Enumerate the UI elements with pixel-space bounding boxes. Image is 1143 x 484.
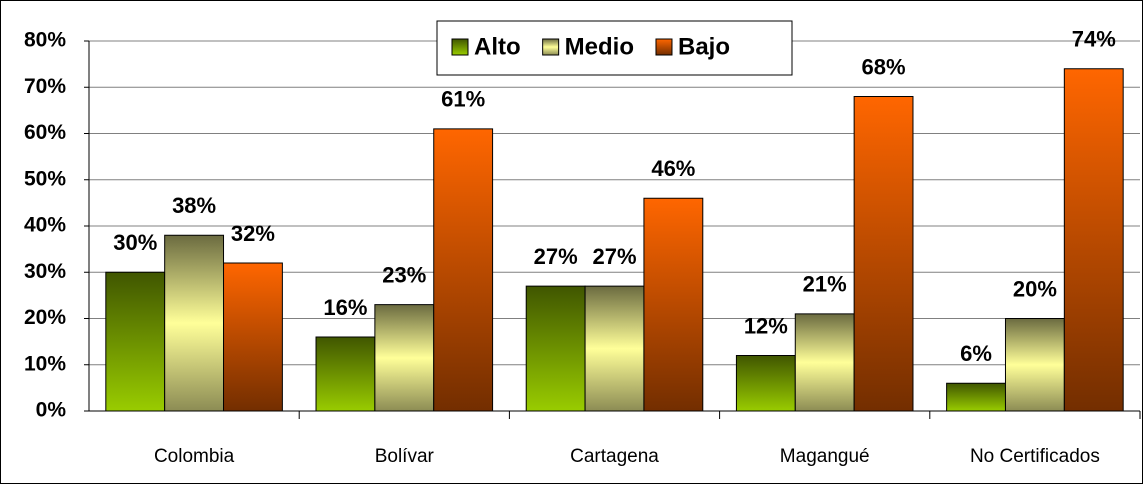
bar: [946, 382, 1006, 412]
bar: [1004, 318, 1065, 412]
bar: [374, 304, 435, 412]
bar: [1063, 68, 1124, 412]
bar: [105, 271, 166, 412]
value-label: 46%: [651, 156, 695, 181]
value-label: 12%: [744, 313, 788, 338]
y-tick-label: 50%: [24, 167, 66, 190]
legend-swatch: [542, 38, 560, 56]
bar: [584, 285, 645, 412]
legend-label: Medio: [565, 33, 634, 60]
value-label: 68%: [862, 54, 906, 79]
legend-swatch: [451, 38, 469, 56]
bar: [853, 96, 914, 412]
bar: [433, 128, 494, 412]
legend-label: Alto: [474, 33, 521, 60]
bar: [315, 336, 376, 412]
value-label: 38%: [172, 193, 216, 218]
y-tick-label: 0%: [36, 399, 67, 422]
value-label: 23%: [382, 262, 426, 287]
y-tick-label: 80%: [24, 29, 66, 52]
bar: [164, 234, 225, 412]
value-label: 61%: [441, 87, 485, 112]
value-label: 27%: [534, 244, 578, 269]
y-tick-label: 20%: [24, 306, 66, 329]
y-tick-label: 30%: [24, 260, 66, 283]
bar: [223, 262, 283, 412]
y-tick-label: 10%: [24, 352, 66, 375]
value-label: 16%: [323, 295, 367, 320]
y-tick-label: 60%: [24, 121, 66, 144]
bar: [525, 285, 586, 412]
x-tick-label: Cartagena: [570, 446, 659, 467]
x-tick-label: No Certificados: [970, 446, 1100, 467]
value-label: 74%: [1072, 27, 1116, 52]
value-label: 30%: [113, 230, 157, 255]
value-label: 20%: [1013, 276, 1057, 301]
bar: [735, 355, 796, 412]
value-label: 27%: [592, 244, 636, 269]
y-tick-label: 40%: [24, 214, 66, 237]
x-tick-label: Magangué: [780, 446, 870, 467]
legend-swatch: [655, 38, 673, 56]
y-tick-label: 70%: [24, 75, 66, 98]
legend: Alto Medio Bajo: [436, 20, 793, 76]
bar: [643, 197, 704, 412]
legend-label: Bajo: [678, 33, 730, 60]
bar: [794, 313, 855, 412]
value-label: 32%: [231, 221, 275, 246]
x-tick-label: Bolívar: [375, 446, 435, 467]
value-label: 6%: [960, 341, 992, 366]
value-label: 21%: [803, 272, 847, 297]
legend-box: [436, 20, 793, 76]
x-tick-label: Colombia: [154, 446, 235, 467]
